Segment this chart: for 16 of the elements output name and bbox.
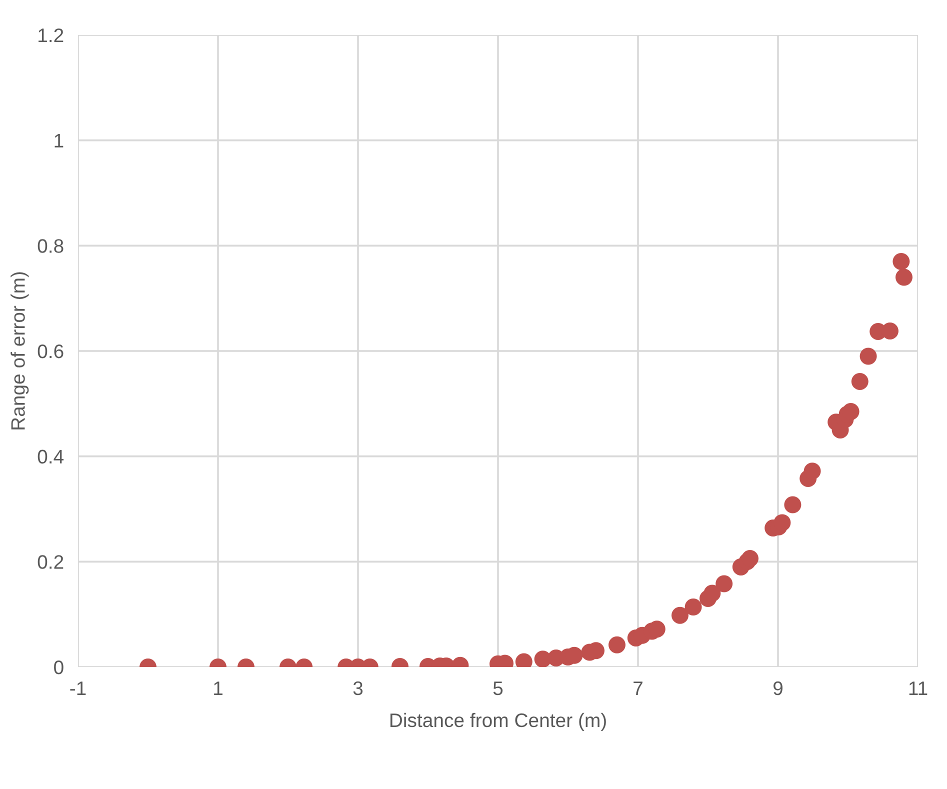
y-tick-label: 0.8	[38, 239, 64, 253]
y-tick-label: 1	[54, 134, 64, 148]
x-tick-label: 7	[634, 682, 642, 695]
y-axis-title: Range of error (m)	[10, 272, 29, 430]
y-tick-label: 1.2	[38, 28, 64, 42]
x-tick-label: 3	[353, 681, 363, 696]
y-tick-label: 0.4	[38, 450, 64, 464]
x-tick-label: 5	[493, 682, 503, 696]
y-tick-label: 0.2	[38, 555, 64, 569]
x-tick-label: 9	[774, 681, 782, 696]
x-tick-label: -1	[70, 682, 86, 695]
x-tick-label: 11	[909, 682, 928, 695]
y-tick-label: 0.6	[38, 344, 64, 358]
x-tick-label: 1	[214, 682, 222, 695]
x-axis-title: Distance from Center (m)	[390, 712, 606, 732]
y-tick-label: 0	[54, 660, 64, 674]
